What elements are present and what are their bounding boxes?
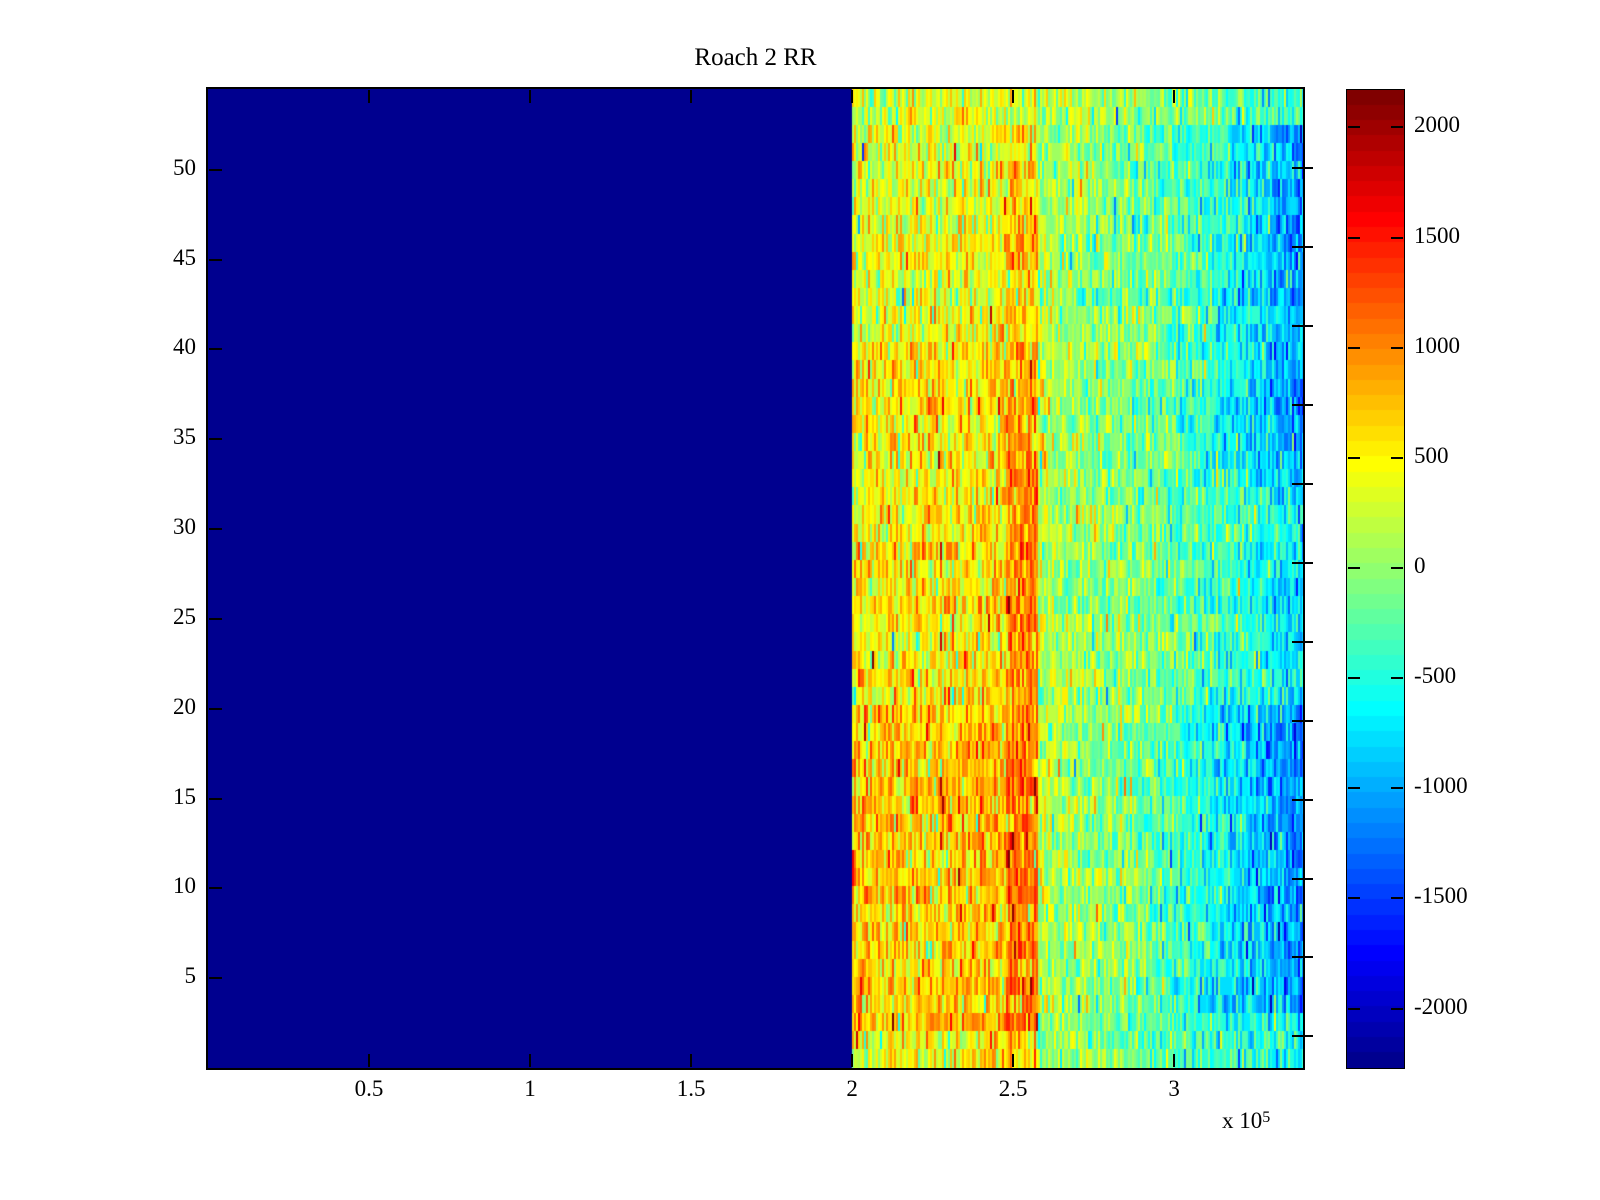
y-tick-left <box>209 258 222 261</box>
x-tick-bottom <box>1173 1054 1176 1067</box>
colorbar-tick-right <box>1391 236 1403 239</box>
right-edge-tick <box>1292 482 1313 485</box>
colorbar-tick-right <box>1391 566 1403 569</box>
right-edge-tick <box>1292 640 1313 643</box>
colorbar-tick-label: -1500 <box>1414 883 1468 909</box>
right-edge-tick <box>1292 166 1313 169</box>
x-tick-top <box>368 90 371 103</box>
colorbar-tick-label: 1000 <box>1414 332 1460 358</box>
y-tick-label: 15 <box>173 783 196 809</box>
x-tick-bottom <box>851 1054 854 1067</box>
right-edge-tick <box>1292 1035 1313 1038</box>
right-edge-tick <box>1292 324 1313 327</box>
x-tick-label: 1 <box>524 1076 536 1101</box>
y-tick-label: 35 <box>173 424 196 450</box>
colorbar-tick-left <box>1348 456 1360 459</box>
right-edge-tick <box>1292 877 1313 880</box>
y-tick-left <box>209 797 222 800</box>
colorbar-box <box>1346 89 1405 1069</box>
colorbar-tick-right <box>1391 456 1403 459</box>
colorbar-tick-left <box>1348 1007 1360 1010</box>
colorbar-tick-left <box>1348 346 1360 349</box>
right-edge-tick <box>1292 956 1313 959</box>
colorbar-tick-label: 0 <box>1414 552 1426 578</box>
colorbar-tick-right <box>1391 1007 1403 1010</box>
right-edge-tick <box>1292 798 1313 801</box>
x-tick-top <box>851 90 854 103</box>
chart-title: Roach 2 RR <box>694 44 817 71</box>
x-tick-top <box>529 90 532 103</box>
right-edge-tick <box>1292 719 1313 722</box>
colorbar-tick-right <box>1391 897 1403 900</box>
y-tick-left <box>209 168 222 171</box>
y-tick-left <box>209 887 222 890</box>
x-tick-label: 0.5 <box>354 1076 384 1101</box>
y-tick-label: 40 <box>173 334 196 360</box>
x-tick-top <box>1012 90 1015 103</box>
colorbar-tick-label: 2000 <box>1414 112 1460 138</box>
colorbar-tick-right <box>1391 346 1403 349</box>
y-tick-label: 45 <box>173 244 196 270</box>
x-tick-label: 2 <box>846 1076 858 1101</box>
y-tick-left <box>209 617 222 620</box>
x-tick-label: 1.5 <box>676 1076 706 1101</box>
right-edge-tick <box>1292 403 1313 406</box>
colorbar-tick-left <box>1348 677 1360 680</box>
y-tick-label: 50 <box>173 154 196 180</box>
right-edge-tick <box>1292 561 1313 564</box>
x-tick-label: 3 <box>1168 1076 1180 1101</box>
y-tick-label: 25 <box>173 603 196 629</box>
colorbar-tick-left <box>1348 126 1360 129</box>
right-edge-tick <box>1292 245 1313 248</box>
x-tick-label: 2.5 <box>998 1076 1028 1101</box>
x-tick-bottom <box>529 1054 532 1067</box>
colorbar-tick-right <box>1391 787 1403 790</box>
colorbar-tick-left <box>1348 787 1360 790</box>
y-tick-label: 10 <box>173 873 196 899</box>
colorbar-tick-label: 1500 <box>1414 222 1460 248</box>
colorbar-tick-right <box>1391 677 1403 680</box>
colorbar-tick-label: -1000 <box>1414 773 1468 799</box>
heatmap-canvas <box>208 89 1303 1068</box>
y-tick-left <box>209 438 222 441</box>
y-tick-label: 30 <box>173 514 196 540</box>
colorbar-tick-label: -500 <box>1414 663 1457 689</box>
x-tick-bottom <box>1012 1054 1015 1067</box>
x-tick-bottom <box>368 1054 371 1067</box>
y-tick-left <box>209 707 222 710</box>
x-axis-exponent-label: x 105 <box>1222 1108 1271 1133</box>
colorbar-tick-left <box>1348 236 1360 239</box>
x-tick-top <box>1173 90 1176 103</box>
colorbar-tick-right <box>1391 126 1403 129</box>
colorbar-tick-left <box>1348 566 1360 569</box>
y-tick-left <box>209 977 222 980</box>
x-tick-bottom <box>690 1054 693 1067</box>
y-tick-label: 20 <box>173 693 196 719</box>
colorbar-tick-label: 500 <box>1414 442 1449 468</box>
y-tick-left <box>209 528 222 531</box>
y-tick-left <box>209 348 222 351</box>
x-tick-top <box>690 90 693 103</box>
colorbar-tick-left <box>1348 897 1360 900</box>
colorbar-canvas <box>1347 90 1404 1068</box>
colorbar-tick-label: -2000 <box>1414 993 1468 1019</box>
y-tick-label: 5 <box>184 963 197 989</box>
plot-axes-box <box>206 87 1305 1070</box>
